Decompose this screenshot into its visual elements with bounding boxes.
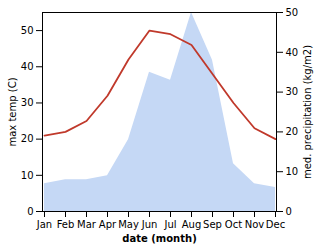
svg-text:Oct: Oct xyxy=(225,219,242,230)
svg-text:30: 30 xyxy=(21,97,34,108)
svg-text:Apr: Apr xyxy=(99,219,117,230)
svg-text:10: 10 xyxy=(286,166,299,177)
svg-text:Jun: Jun xyxy=(141,219,158,230)
svg-text:Mar: Mar xyxy=(77,219,97,230)
svg-text:20: 20 xyxy=(286,126,299,137)
svg-text:max temp (C): max temp (C) xyxy=(7,77,18,146)
svg-text:40: 40 xyxy=(21,61,34,72)
svg-text:30: 30 xyxy=(286,86,299,97)
svg-text:40: 40 xyxy=(286,47,299,58)
svg-text:Dec: Dec xyxy=(266,219,285,230)
svg-text:date (month): date (month) xyxy=(122,233,196,244)
svg-text:med. precipitation (kg/m2): med. precipitation (kg/m2) xyxy=(302,45,313,179)
svg-text:50: 50 xyxy=(286,7,299,18)
svg-text:Aug: Aug xyxy=(182,219,202,230)
svg-text:Sep: Sep xyxy=(203,219,222,230)
svg-text:50: 50 xyxy=(21,25,34,36)
svg-text:Jan: Jan xyxy=(36,219,52,230)
svg-text:Nov: Nov xyxy=(245,219,265,230)
svg-text:10: 10 xyxy=(21,170,34,181)
svg-text:Feb: Feb xyxy=(57,219,75,230)
svg-text:0: 0 xyxy=(27,206,33,217)
svg-text:Jul: Jul xyxy=(163,219,176,230)
svg-text:May: May xyxy=(118,219,139,230)
svg-text:20: 20 xyxy=(21,133,34,144)
svg-text:0: 0 xyxy=(286,206,292,217)
